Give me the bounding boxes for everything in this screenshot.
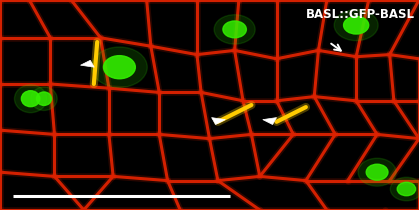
- Ellipse shape: [366, 164, 388, 180]
- Ellipse shape: [31, 87, 57, 110]
- Ellipse shape: [397, 182, 416, 196]
- Ellipse shape: [344, 16, 369, 34]
- Polygon shape: [80, 60, 94, 67]
- Polygon shape: [263, 118, 277, 125]
- Ellipse shape: [14, 85, 47, 113]
- Ellipse shape: [391, 177, 419, 201]
- Ellipse shape: [334, 10, 378, 41]
- Ellipse shape: [91, 47, 147, 87]
- Ellipse shape: [21, 91, 40, 107]
- Ellipse shape: [214, 15, 255, 44]
- Ellipse shape: [36, 92, 52, 105]
- Polygon shape: [212, 118, 225, 125]
- Ellipse shape: [223, 21, 246, 38]
- Ellipse shape: [103, 56, 135, 79]
- Ellipse shape: [358, 158, 396, 186]
- Text: BASL::GFP-BASL: BASL::GFP-BASL: [306, 8, 415, 21]
